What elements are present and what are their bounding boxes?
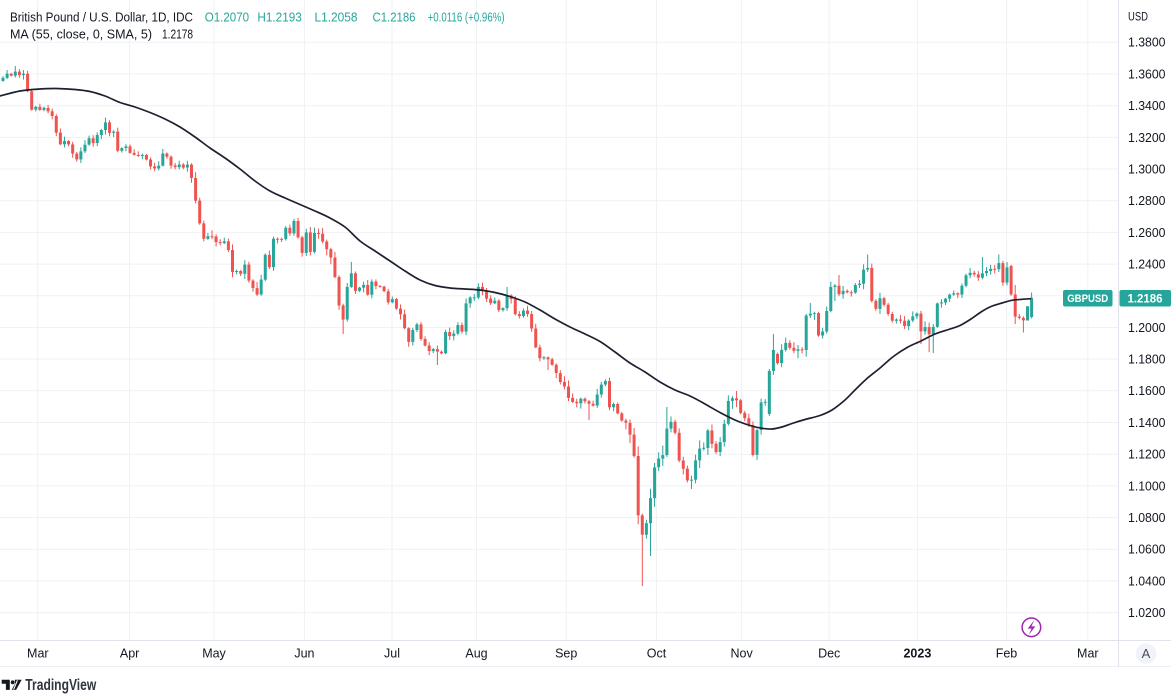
svg-text:O1.2070: O1.2070 [205, 10, 249, 25]
svg-text:TradingView: TradingView [25, 677, 97, 694]
svg-text:1.2186: 1.2186 [1128, 293, 1163, 305]
svg-text:1.1400: 1.1400 [1128, 416, 1166, 430]
svg-text:May: May [202, 647, 226, 661]
svg-text:1.1200: 1.1200 [1128, 448, 1166, 462]
svg-text:1.3800: 1.3800 [1128, 36, 1166, 50]
svg-text:GBPUSD: GBPUSD [1067, 293, 1108, 305]
svg-text:1.3400: 1.3400 [1128, 99, 1166, 113]
svg-text:Feb: Feb [996, 647, 1018, 661]
svg-text:2023: 2023 [903, 647, 931, 661]
svg-text:1.1000: 1.1000 [1128, 479, 1166, 493]
svg-text:Apr: Apr [120, 647, 139, 661]
svg-text:1.2000: 1.2000 [1128, 321, 1166, 335]
svg-text:+0.0116 (+0.96%): +0.0116 (+0.96%) [428, 10, 505, 25]
svg-text:1.1800: 1.1800 [1128, 353, 1166, 367]
svg-text:1.3600: 1.3600 [1128, 67, 1166, 81]
svg-text:1.1600: 1.1600 [1128, 384, 1166, 398]
svg-text:1.2178: 1.2178 [162, 27, 193, 42]
svg-text:L1.2058: L1.2058 [315, 10, 358, 25]
svg-text:1.0600: 1.0600 [1128, 543, 1166, 557]
svg-text:USD: USD [1128, 10, 1148, 24]
svg-text:Nov: Nov [730, 647, 753, 661]
svg-text:1.0800: 1.0800 [1128, 511, 1166, 525]
svg-text:1.0200: 1.0200 [1128, 606, 1166, 620]
svg-text:H1.2193: H1.2193 [257, 10, 301, 25]
svg-text:1.2600: 1.2600 [1128, 226, 1166, 240]
svg-text:1.0400: 1.0400 [1128, 574, 1166, 588]
svg-text:1.3200: 1.3200 [1128, 131, 1166, 145]
svg-text:Sep: Sep [555, 647, 577, 661]
svg-text:C1.2186: C1.2186 [373, 10, 416, 25]
svg-text:Mar: Mar [27, 647, 49, 661]
svg-text:Dec: Dec [818, 647, 840, 661]
svg-text:Jun: Jun [294, 647, 314, 661]
svg-text:1.2400: 1.2400 [1128, 258, 1166, 272]
svg-text:1.3000: 1.3000 [1128, 162, 1166, 176]
svg-text:A: A [1142, 646, 1151, 661]
svg-text:Aug: Aug [465, 647, 487, 661]
svg-text:1.2800: 1.2800 [1128, 194, 1166, 208]
svg-text:Jul: Jul [384, 647, 400, 661]
svg-text:Oct: Oct [647, 647, 667, 661]
svg-text:MA (55, close, 0, SMA, 5): MA (55, close, 0, SMA, 5) [10, 27, 152, 42]
svg-text:British Pound / U.S. Dollar, 1: British Pound / U.S. Dollar, 1D, IDC [10, 10, 193, 25]
svg-text:Mar: Mar [1077, 647, 1099, 661]
